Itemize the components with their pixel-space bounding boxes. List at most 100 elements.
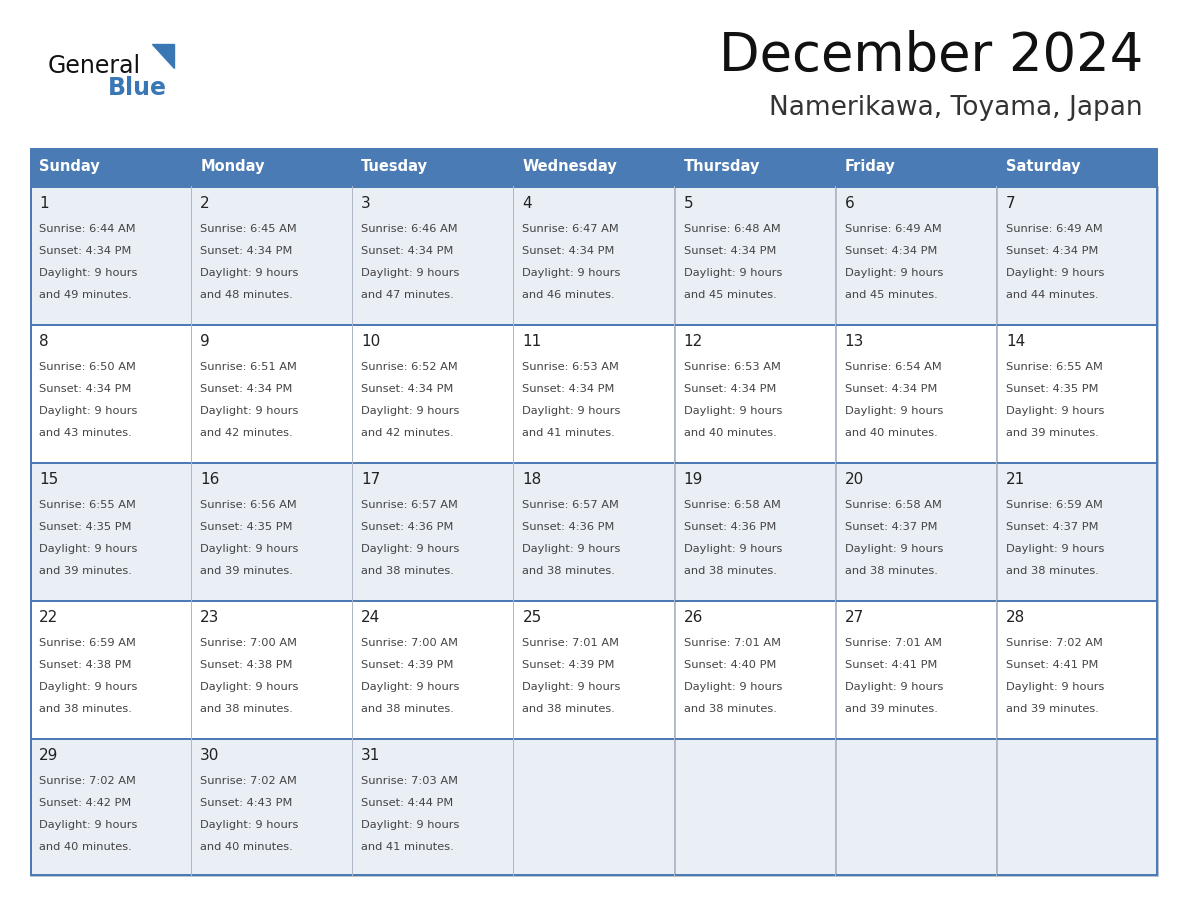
Text: 24: 24 [361,610,380,625]
Text: Sunday: Sunday [39,160,100,174]
Text: Sunrise: 6:47 AM: Sunrise: 6:47 AM [523,224,619,234]
Text: Sunrise: 7:02 AM: Sunrise: 7:02 AM [200,776,297,786]
Text: 14: 14 [1006,334,1025,349]
Text: and 41 minutes.: and 41 minutes. [523,428,615,438]
Text: and 41 minutes.: and 41 minutes. [361,842,454,852]
Text: Sunset: 4:36 PM: Sunset: 4:36 PM [683,522,776,532]
Text: Saturday: Saturday [1006,160,1080,174]
Text: Sunrise: 6:58 AM: Sunrise: 6:58 AM [845,500,942,510]
Bar [30,874,1158,876]
Bar [997,738,1158,876]
Text: Sunrise: 6:46 AM: Sunrise: 6:46 AM [361,224,457,234]
Text: 16: 16 [200,472,220,487]
Text: Sunrise: 6:52 AM: Sunrise: 6:52 AM [361,362,459,372]
Text: Sunrise: 6:59 AM: Sunrise: 6:59 AM [39,638,135,648]
Text: Sunset: 4:34 PM: Sunset: 4:34 PM [683,246,776,256]
Text: and 42 minutes.: and 42 minutes. [200,428,292,438]
Text: Sunset: 4:44 PM: Sunset: 4:44 PM [361,798,454,808]
Text: Daylight: 9 hours: Daylight: 9 hours [845,268,943,278]
Text: and 39 minutes.: and 39 minutes. [1006,428,1099,438]
Text: Monday: Monday [200,160,265,174]
Text: 28: 28 [1006,610,1025,625]
Text: 23: 23 [200,610,220,625]
Text: Sunrise: 7:03 AM: Sunrise: 7:03 AM [361,776,459,786]
Text: Daylight: 9 hours: Daylight: 9 hours [200,544,298,554]
Text: Sunset: 4:34 PM: Sunset: 4:34 PM [39,384,132,394]
Bar [513,738,675,876]
Bar [513,462,675,600]
Text: Daylight: 9 hours: Daylight: 9 hours [845,682,943,692]
Bar [353,186,513,324]
Text: Sunrise: 7:01 AM: Sunrise: 7:01 AM [683,638,781,648]
Text: Sunset: 4:38 PM: Sunset: 4:38 PM [39,660,132,670]
Bar [191,462,353,600]
Bar [30,462,191,600]
Text: Sunrise: 6:55 AM: Sunrise: 6:55 AM [39,500,135,510]
Text: Sunrise: 6:55 AM: Sunrise: 6:55 AM [1006,362,1102,372]
Text: and 44 minutes.: and 44 minutes. [1006,290,1099,300]
Bar [997,186,1158,324]
Text: 20: 20 [845,472,864,487]
Bar [30,148,191,186]
Text: and 38 minutes.: and 38 minutes. [361,704,454,714]
Text: Sunrise: 7:00 AM: Sunrise: 7:00 AM [200,638,297,648]
Text: and 39 minutes.: and 39 minutes. [1006,704,1099,714]
Text: Daylight: 9 hours: Daylight: 9 hours [845,406,943,416]
Bar [353,600,513,738]
Text: 10: 10 [361,334,380,349]
Text: and 42 minutes.: and 42 minutes. [361,428,454,438]
Text: Sunset: 4:39 PM: Sunset: 4:39 PM [361,660,454,670]
Text: Blue: Blue [108,76,168,100]
Text: and 47 minutes.: and 47 minutes. [361,290,454,300]
Bar [997,462,1158,600]
Bar [675,600,835,738]
Bar [675,462,835,600]
Text: Sunrise: 7:01 AM: Sunrise: 7:01 AM [845,638,942,648]
Text: Tuesday: Tuesday [361,160,429,174]
Text: Sunset: 4:40 PM: Sunset: 4:40 PM [683,660,776,670]
Bar [675,324,835,462]
Text: and 38 minutes.: and 38 minutes. [39,704,132,714]
Text: 6: 6 [845,196,854,211]
Text: and 38 minutes.: and 38 minutes. [1006,566,1099,576]
Text: and 38 minutes.: and 38 minutes. [523,566,615,576]
Text: Daylight: 9 hours: Daylight: 9 hours [200,682,298,692]
Bar [513,148,675,186]
Text: Wednesday: Wednesday [523,160,618,174]
Bar [30,600,191,738]
Bar [30,186,191,324]
Text: Daylight: 9 hours: Daylight: 9 hours [523,406,621,416]
Text: 31: 31 [361,748,380,763]
Bar [30,186,1158,188]
Text: 7: 7 [1006,196,1016,211]
Text: and 40 minutes.: and 40 minutes. [39,842,132,852]
Text: Sunrise: 6:57 AM: Sunrise: 6:57 AM [361,500,459,510]
Polygon shape [152,44,173,68]
Text: and 40 minutes.: and 40 minutes. [683,428,776,438]
Text: and 39 minutes.: and 39 minutes. [39,566,132,576]
Text: 17: 17 [361,472,380,487]
Bar [191,738,353,876]
Bar [353,462,513,600]
Text: December 2024: December 2024 [719,30,1143,82]
Text: Daylight: 9 hours: Daylight: 9 hours [200,406,298,416]
Text: Sunset: 4:42 PM: Sunset: 4:42 PM [39,798,131,808]
Text: Sunset: 4:34 PM: Sunset: 4:34 PM [361,246,454,256]
Text: Daylight: 9 hours: Daylight: 9 hours [1006,268,1104,278]
Text: 18: 18 [523,472,542,487]
Text: Sunset: 4:41 PM: Sunset: 4:41 PM [1006,660,1098,670]
Text: 21: 21 [1006,472,1025,487]
Text: Sunset: 4:38 PM: Sunset: 4:38 PM [200,660,292,670]
Bar [835,462,997,600]
Text: Sunset: 4:34 PM: Sunset: 4:34 PM [523,246,615,256]
Text: 29: 29 [39,748,58,763]
Text: Thursday: Thursday [683,160,760,174]
Text: Sunrise: 7:01 AM: Sunrise: 7:01 AM [523,638,619,648]
Text: Sunrise: 6:53 AM: Sunrise: 6:53 AM [683,362,781,372]
Text: 9: 9 [200,334,210,349]
Bar [191,600,353,738]
Bar [30,738,191,876]
Text: Sunset: 4:34 PM: Sunset: 4:34 PM [39,246,132,256]
Text: Daylight: 9 hours: Daylight: 9 hours [39,820,138,830]
Text: and 38 minutes.: and 38 minutes. [523,704,615,714]
